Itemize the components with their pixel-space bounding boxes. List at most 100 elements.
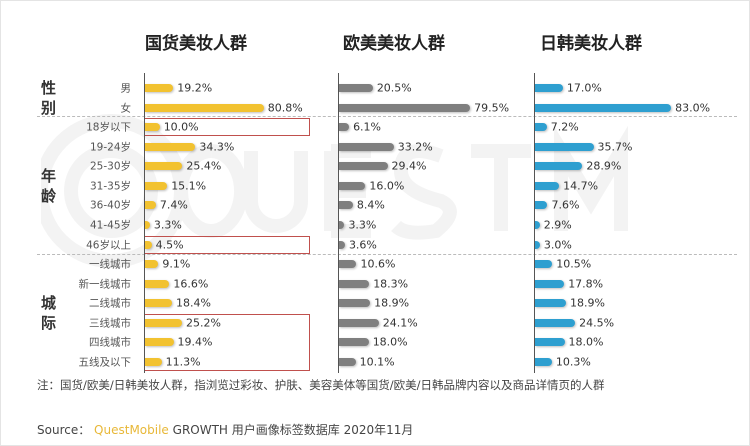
bar <box>339 279 370 288</box>
bar <box>535 123 547 132</box>
value-label: 28.9% <box>586 159 622 173</box>
value-label: 3.6% <box>348 238 377 252</box>
bar <box>145 318 183 327</box>
value-label: 7.2% <box>550 120 579 134</box>
value-label: 3.3% <box>153 218 182 232</box>
value-label: 35.7% <box>597 140 633 154</box>
value-label: 14.7% <box>563 179 599 193</box>
value-label: 25.2% <box>186 316 221 330</box>
panel-axis <box>534 73 535 373</box>
bar <box>535 162 583 171</box>
bar <box>339 181 366 190</box>
group-label: 年龄 <box>41 166 57 205</box>
value-label: 25.4% <box>186 159 222 173</box>
bar <box>339 84 373 92</box>
bar <box>535 338 565 347</box>
category-label: 男 <box>120 82 132 95</box>
panel-axis <box>338 73 339 373</box>
group-label: 城际 <box>41 294 57 333</box>
category-label: 女 <box>120 102 132 115</box>
bar <box>145 220 150 229</box>
bar <box>339 357 356 366</box>
bar <box>339 220 345 229</box>
bar <box>145 260 159 269</box>
category-label: 三线城市 <box>89 317 131 330</box>
value-label: 10.6% <box>360 257 396 271</box>
bar <box>145 338 174 347</box>
value-label: 18.0% <box>372 335 408 349</box>
value-label: 6.1% <box>353 120 382 134</box>
value-label: 24.1% <box>382 316 418 330</box>
category-label: 二线城市 <box>89 297 131 310</box>
value-label: 9.1% <box>162 257 191 271</box>
value-label: 7.4% <box>159 198 188 212</box>
bar <box>535 318 576 327</box>
bar <box>339 240 345 249</box>
value-label: 29.4% <box>391 159 427 173</box>
category-label: 41-45岁 <box>89 219 131 232</box>
value-label: 83.0% <box>675 101 711 115</box>
group-separator <box>37 115 737 117</box>
value-label: 15.1% <box>171 179 207 193</box>
bar <box>339 260 357 269</box>
value-label: 18.3% <box>373 277 409 291</box>
bar <box>535 279 565 288</box>
bar <box>145 299 173 308</box>
value-label: 33.2% <box>397 140 433 154</box>
bar <box>535 240 540 249</box>
value-label: 4.5% <box>155 238 184 252</box>
panel-title: 欧美美妆人群 <box>343 34 445 54</box>
bar <box>145 162 183 171</box>
bar <box>339 103 471 112</box>
value-label: 18.0% <box>568 335 604 349</box>
value-label: 10.3% <box>555 355 591 369</box>
value-label: 20.5% <box>376 81 412 95</box>
bar <box>535 84 563 92</box>
bar <box>339 318 379 327</box>
category-label: 25-30岁 <box>89 160 131 173</box>
group-label: 性别 <box>41 78 57 117</box>
value-label: 10.1% <box>359 355 395 369</box>
category-label: 一线城市 <box>89 258 131 271</box>
category-label: 19-24岁 <box>89 141 131 154</box>
value-label: 24.5% <box>579 316 615 330</box>
value-label: 17.0% <box>566 81 602 95</box>
panel-title: 日韩美妆人群 <box>540 34 642 54</box>
bar <box>535 357 552 366</box>
bar <box>339 299 371 308</box>
category-label: 新一线城市 <box>78 278 132 291</box>
value-label: 11.3% <box>165 355 201 369</box>
value-label: 8.4% <box>356 198 385 212</box>
category-label: 五线及以下 <box>78 356 132 369</box>
category-label: 46岁以上 <box>86 239 131 252</box>
value-label: 3.0% <box>543 238 572 252</box>
bar <box>339 123 350 132</box>
bar <box>535 201 548 210</box>
bar <box>145 181 168 190</box>
source-prefix: Source： <box>37 423 91 437</box>
value-label: 79.5% <box>474 101 510 115</box>
bar <box>535 181 560 190</box>
value-label: 17.8% <box>568 277 604 291</box>
category-label: 四线城市 <box>89 336 131 349</box>
value-label: 3.3% <box>348 218 377 232</box>
bar <box>339 142 394 151</box>
bar <box>535 260 553 269</box>
bar <box>145 103 264 112</box>
value-label: 34.3% <box>199 140 235 154</box>
bar <box>535 299 566 308</box>
value-label: 7.6% <box>551 198 580 212</box>
value-label: 16.0% <box>369 179 405 193</box>
category-label: 31-35岁 <box>89 180 131 193</box>
bar <box>145 142 196 151</box>
category-label: 36-40岁 <box>89 199 131 212</box>
value-label: 18.9% <box>374 296 410 310</box>
value-label: 18.4% <box>176 296 211 310</box>
source-brand: QuestMobile <box>94 423 169 437</box>
bar <box>145 357 162 366</box>
bar <box>535 220 540 229</box>
source-text: GROWTH 用户画像标签数据库 2020年11月 <box>172 423 414 437</box>
bar <box>145 279 170 288</box>
value-label: 2.9% <box>543 218 572 232</box>
source-line: Source： QuestMobile GROWTH 用户画像标签数据库 202… <box>37 421 413 438</box>
